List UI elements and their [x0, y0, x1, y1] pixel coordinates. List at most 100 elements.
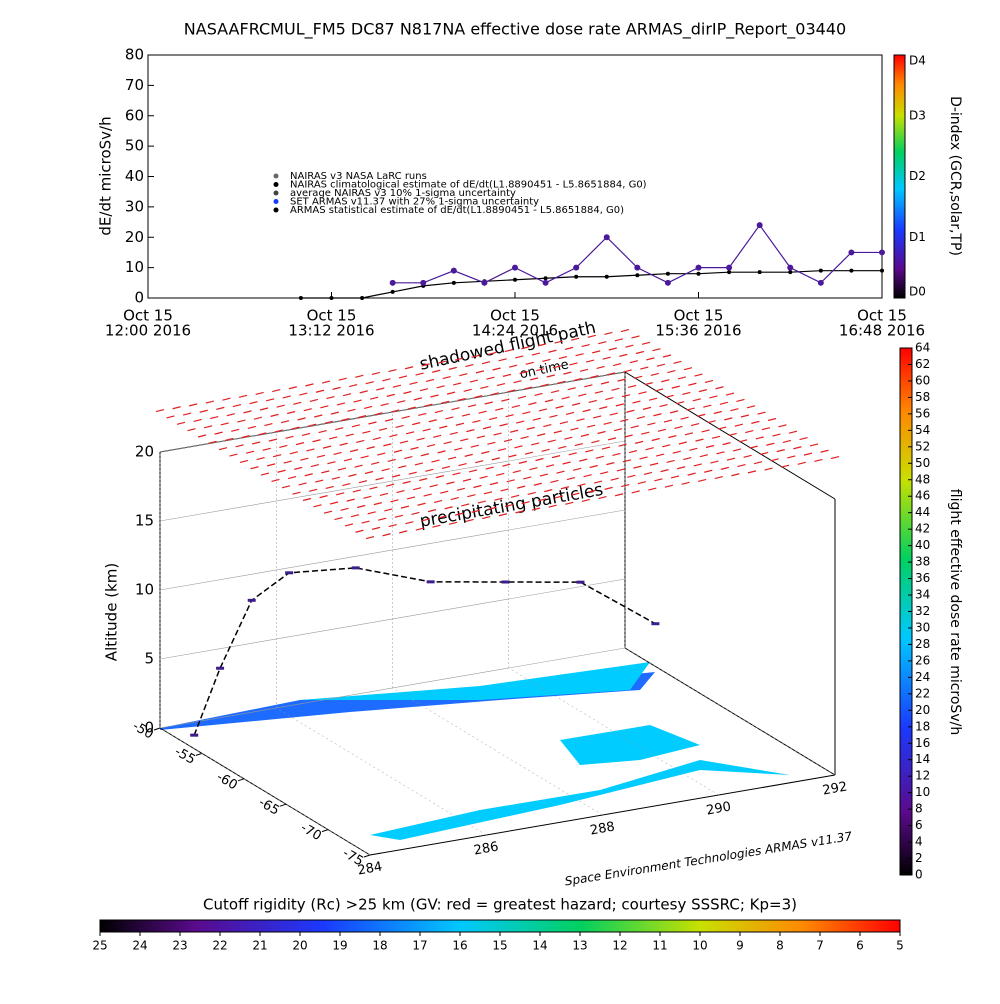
y-tick [153, 727, 161, 731]
particle-dash [560, 486, 570, 490]
particle-dash [488, 506, 497, 510]
particle-dash [408, 471, 417, 475]
particle-dash [273, 454, 282, 458]
colorbar-tick-label: 46 [915, 489, 930, 503]
particle-dash [687, 472, 696, 476]
particle-dash [641, 431, 650, 435]
colorbar-tick-label: 25 [92, 939, 107, 953]
particle-dash [391, 474, 401, 478]
particle-dash [703, 404, 712, 408]
map-region [300, 662, 650, 700]
particle-dash [374, 412, 383, 416]
particle-dash [755, 436, 764, 440]
particle-dash [437, 450, 446, 454]
particle-dash [315, 389, 325, 393]
particle-dash [222, 397, 231, 401]
particle-dash [378, 427, 388, 431]
particle-dash [467, 494, 476, 498]
x-grid [276, 707, 487, 836]
data-point [634, 264, 641, 271]
particle-dash [333, 451, 342, 456]
particle-dash [445, 416, 454, 420]
particle-dash [731, 473, 740, 477]
particle-dash [414, 462, 424, 466]
particle-dash [216, 406, 225, 410]
particle-dash [585, 359, 595, 363]
particle-dash [600, 471, 609, 475]
particle-dash [334, 516, 343, 521]
particle-dash [351, 424, 361, 428]
particle-dash [548, 349, 557, 353]
particle-dash [421, 518, 431, 522]
particle-dash [441, 465, 451, 470]
x-tick-label: Oct 15 [123, 307, 173, 325]
data-point [542, 279, 549, 286]
particle-dash [321, 470, 330, 474]
particle-dash [598, 496, 607, 500]
particle-dash [328, 436, 338, 440]
particle-dash [431, 459, 440, 463]
colorbar-tick-label: 5 [896, 939, 904, 953]
particle-dash [603, 421, 612, 425]
particle-dash [348, 473, 357, 477]
particle-dash [452, 472, 461, 476]
particle-dash [651, 437, 660, 442]
colorbar-tick-label: 18 [372, 939, 387, 953]
particle-dash [565, 501, 574, 505]
particle-dash [749, 445, 758, 449]
particle-dash [496, 382, 506, 387]
x-tick-label: Oct 15 [857, 307, 907, 325]
particle-dash [362, 430, 371, 434]
particle-dash [695, 438, 704, 442]
particle-dash [788, 430, 798, 434]
particle-dash [736, 398, 745, 403]
particle-dash [455, 422, 465, 426]
particle-dash [531, 507, 541, 511]
particle-dash [739, 439, 748, 443]
particle-dash [268, 438, 277, 442]
particle-dash [553, 430, 562, 434]
particle-dash [597, 430, 606, 435]
particle-dash [283, 460, 292, 464]
particle-dash [489, 482, 499, 486]
particle-dash [511, 404, 520, 409]
colorbar-tick-label: 64 [915, 341, 930, 355]
particle-dash [443, 441, 452, 445]
particle-dash [398, 375, 408, 379]
particle-dash [761, 427, 771, 431]
colorbar-tick-label: 12 [915, 769, 930, 783]
colorbar-tick-label: 23 [172, 939, 187, 953]
particle-dash [626, 409, 635, 413]
particle-dash [324, 420, 333, 424]
colorbar-tick-label: 50 [915, 456, 930, 470]
flight-point [190, 733, 199, 737]
particle-dash [820, 449, 829, 453]
particle-dash [606, 372, 616, 376]
data-point [329, 296, 334, 300]
particle-dash [615, 403, 625, 407]
particle-dash [365, 536, 375, 540]
particle-dash [476, 435, 486, 439]
particle-dash [640, 366, 649, 370]
colorbar-tick-label: 60 [915, 373, 930, 387]
particle-dash [294, 466, 303, 470]
particle-dash [545, 464, 555, 468]
particle-dash [661, 379, 670, 383]
particle-dash [699, 454, 709, 458]
particle-dash [547, 439, 556, 443]
x-tick-label: Oct 15 [307, 307, 357, 325]
particle-dash [743, 454, 752, 458]
particle-dash [444, 506, 453, 510]
particle-dash [300, 457, 309, 461]
particle-dash [395, 424, 404, 429]
data-point [726, 264, 733, 271]
particle-dash [502, 463, 511, 467]
particle-dash [407, 406, 416, 410]
particle-dash [520, 436, 529, 440]
particle-dash [357, 504, 366, 509]
particle-dash [616, 468, 625, 472]
particle-dash [266, 463, 276, 467]
particle-dash [471, 509, 480, 513]
particle-dash [460, 438, 469, 442]
particle-dash [321, 380, 331, 384]
